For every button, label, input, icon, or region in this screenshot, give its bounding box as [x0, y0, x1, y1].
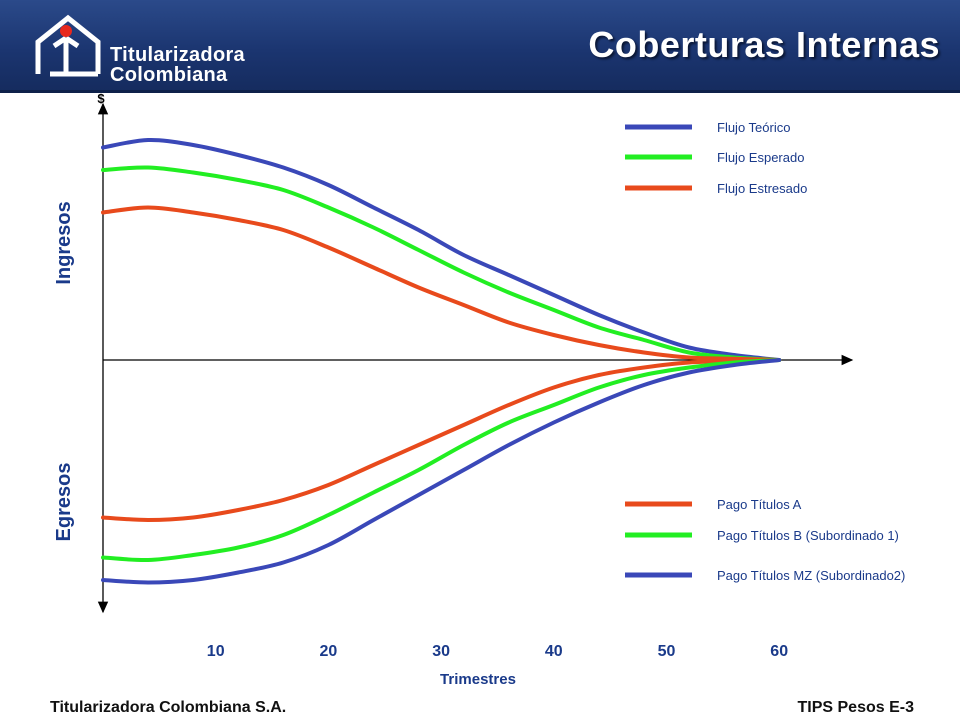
series-line-2 — [101, 165, 782, 362]
x-tick-label-60: 60 — [770, 643, 788, 660]
x-tick-label-20: 20 — [320, 643, 338, 660]
company-logo: Titularizadora Colombiana — [32, 12, 245, 86]
footer-company: Titularizadora Colombiana S.A. — [50, 699, 287, 716]
x-tick-label-50: 50 — [658, 643, 676, 660]
page-title: Coberturas Internas — [588, 24, 940, 65]
legend-label-5: Pago Títulos B (Subordinado 1) — [717, 528, 899, 543]
ingresos-label: Ingresos — [53, 201, 75, 284]
legend-label-6: Pago Títulos MZ (Subordinado2) — [717, 568, 905, 583]
legend-label-1: Flujo Teórico — [717, 120, 790, 135]
header-divider — [0, 90, 960, 93]
egresos-label: Egresos — [53, 463, 75, 542]
legend-label-3: Flujo Estresado — [717, 181, 807, 196]
x-tick-label-10: 10 — [207, 643, 225, 660]
series-line-3 — [101, 205, 782, 362]
house-logo-icon — [35, 14, 101, 77]
x-tick-label-30: 30 — [432, 643, 450, 660]
series-line-4 — [101, 358, 782, 523]
x-tick-label-40: 40 — [545, 643, 563, 660]
y-axis-label: $ — [97, 93, 105, 106]
footer-page-id: TIPS Pesos E-3 — [797, 699, 915, 716]
series-line-1 — [101, 137, 782, 362]
flow-chart: $ Ingresos Egresos 10 20 30 40 50 60 Trimestres Fl… — [53, 93, 905, 688]
logo-text-line2: Colombiana — [110, 64, 228, 86]
series-line-6 — [101, 358, 782, 585]
x-axis-label: Trimestres — [440, 671, 516, 688]
series-line-5 — [101, 358, 782, 563]
legend-label-2: Flujo Esperado — [717, 150, 804, 165]
legend-label-4: Pago Títulos A — [717, 497, 802, 512]
header-bar — [0, 0, 960, 92]
logo-text-line1: Titularizadora — [110, 44, 245, 66]
